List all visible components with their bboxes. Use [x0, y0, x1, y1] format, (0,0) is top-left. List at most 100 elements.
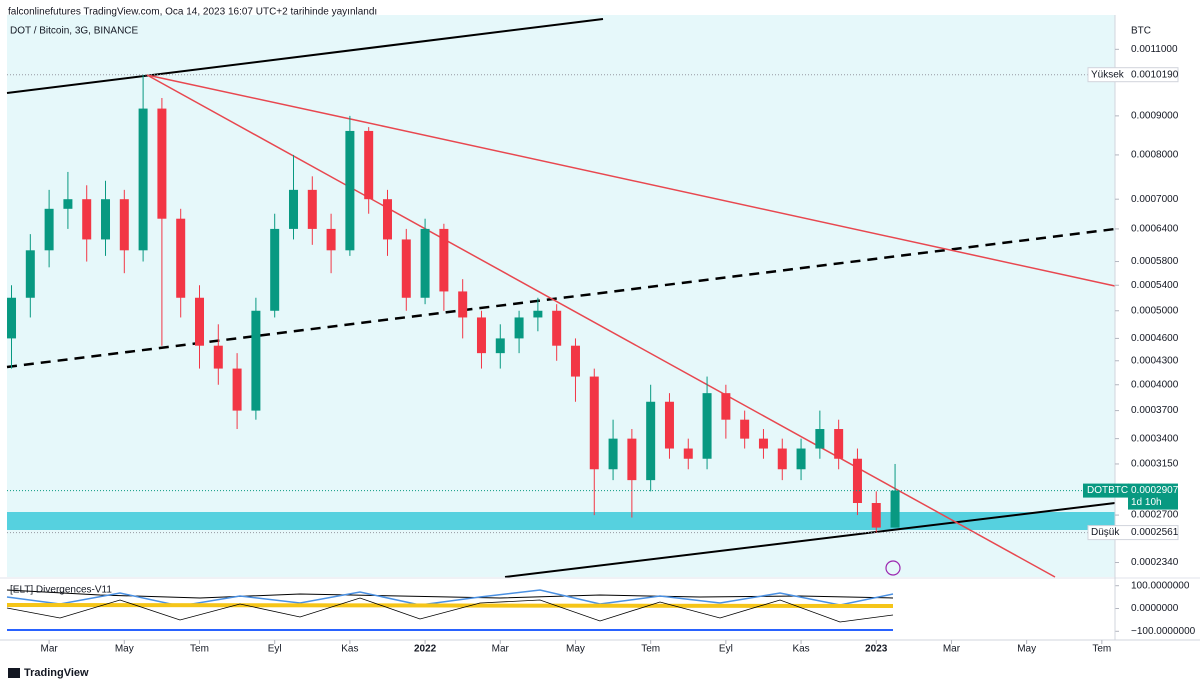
y-tick-label: 0.0000000	[1131, 603, 1179, 614]
candle-body	[119, 199, 129, 251]
candle-body	[514, 317, 524, 339]
candle-body	[251, 310, 261, 411]
x-tick-label: Eyl	[268, 644, 282, 655]
candle-body	[364, 130, 374, 200]
candle-body	[533, 310, 543, 318]
candle-body	[796, 448, 806, 470]
candle-body	[740, 419, 750, 439]
indicator-line	[6, 603, 894, 608]
candle-body	[345, 130, 355, 251]
x-tick-label: Tem	[190, 644, 209, 655]
candle-body	[101, 199, 111, 240]
y-tick-label: 0.0005000	[1131, 305, 1179, 316]
candle-body	[495, 338, 505, 354]
candle-body	[194, 297, 204, 346]
indicator-line	[6, 589, 894, 607]
support-zone	[7, 512, 1115, 530]
candle-body	[213, 345, 223, 369]
candle-body	[589, 376, 599, 470]
event-icon[interactable]	[885, 560, 901, 576]
candle-body	[288, 189, 298, 229]
trend-line	[146, 74, 1056, 578]
candle-body	[458, 291, 468, 318]
candle-body	[834, 429, 844, 459]
channel-fill	[7, 15, 1115, 577]
candle-body	[326, 228, 336, 251]
candle-body	[702, 393, 712, 459]
candle-body	[270, 228, 280, 311]
price-tag-label: Düşük	[1091, 527, 1120, 538]
x-tick-label: Mar	[40, 644, 58, 655]
candle-body	[815, 429, 825, 449]
candle-body	[758, 438, 768, 449]
logo	[8, 668, 20, 678]
y-tick-label: 0.0002700	[1131, 510, 1179, 521]
indicator-pane: 100.0000000 0.0000000 −100.0000000	[1115, 580, 1196, 637]
candle-body	[627, 438, 637, 481]
candle-body	[552, 310, 562, 346]
trend-line	[6, 18, 604, 94]
x-tick-label: 2023	[865, 644, 888, 655]
candle-body	[852, 458, 862, 504]
y-tick-label: 0.0005800	[1131, 256, 1179, 267]
candle-body	[646, 401, 656, 481]
y-tick-label: 0.0008000	[1131, 150, 1179, 161]
indicator-line	[6, 597, 894, 623]
y-tick-label: 0.0004600	[1131, 333, 1179, 344]
x-tick-label: Tem	[641, 644, 660, 655]
price-tag-value: 0.0010190	[1131, 69, 1179, 80]
price-tag-value: 0.0002561	[1131, 527, 1179, 538]
x-tick-label: Kas	[341, 644, 358, 655]
y-tick-label: 0.0004000	[1131, 379, 1179, 390]
header: falconlinefutures TradingView.com, Oca 1…	[8, 7, 377, 18]
candle-body	[721, 393, 731, 420]
x-tick-label: May	[1017, 644, 1036, 655]
trend-line	[504, 502, 1116, 578]
trend-line	[146, 74, 356, 121]
y-tick-label: 0.0006400	[1131, 224, 1179, 235]
x-tick-label: Mar	[492, 644, 510, 655]
y-tick-label: 0.0003400	[1131, 433, 1179, 444]
x-tick-label: Mar	[943, 644, 961, 655]
x-tick-label: May	[566, 644, 585, 655]
x-tick-label: May	[115, 644, 134, 655]
y-tick-label: −100.0000000	[1131, 626, 1196, 637]
candle-body	[570, 345, 580, 377]
candle-body	[7, 297, 17, 339]
candle-body	[232, 368, 242, 411]
indicator-line	[6, 589, 894, 599]
y-tick-label: 0.0003150	[1131, 459, 1179, 470]
indicator-title: [ELT] Divergences-V11	[10, 585, 112, 596]
y-tick-label: 100.0000000	[1131, 580, 1190, 591]
candle-body	[176, 218, 186, 298]
y-tick-label: 0.0003700	[1131, 405, 1179, 416]
x-tick-label: 2022	[414, 644, 437, 655]
candle-body	[63, 199, 73, 209]
price-tag	[1083, 483, 1129, 498]
y-tick-label: 0.0004300	[1131, 355, 1179, 366]
price-pane	[7, 74, 900, 533]
y-tick-label: 0.0002340	[1131, 557, 1179, 568]
y-tick-label: 0.0009000	[1131, 111, 1179, 122]
price-tag	[1087, 67, 1179, 83]
footer: TradingView	[24, 667, 89, 679]
candle-body	[871, 503, 881, 528]
candle-body	[138, 108, 148, 251]
candle-body	[44, 208, 54, 251]
candle-body	[683, 448, 693, 459]
price-tag-value: 0.0002907	[1131, 485, 1179, 496]
candle-body	[777, 448, 787, 470]
candle-body	[157, 108, 167, 219]
candle-body	[25, 250, 35, 298]
candle-body	[420, 228, 430, 298]
candle-body	[307, 189, 317, 229]
chart-title: DOT / Bitcoin, 3G, BINANCE	[10, 26, 139, 37]
candle-body	[439, 228, 449, 292]
countdown: 1d 10h	[1131, 497, 1162, 508]
candle-body	[890, 490, 900, 528]
axis-unit: BTC	[1131, 26, 1151, 37]
x-tick-label: Eyl	[719, 644, 733, 655]
candle-body	[82, 199, 92, 240]
y-tick-label: 0.0005400	[1131, 280, 1179, 291]
